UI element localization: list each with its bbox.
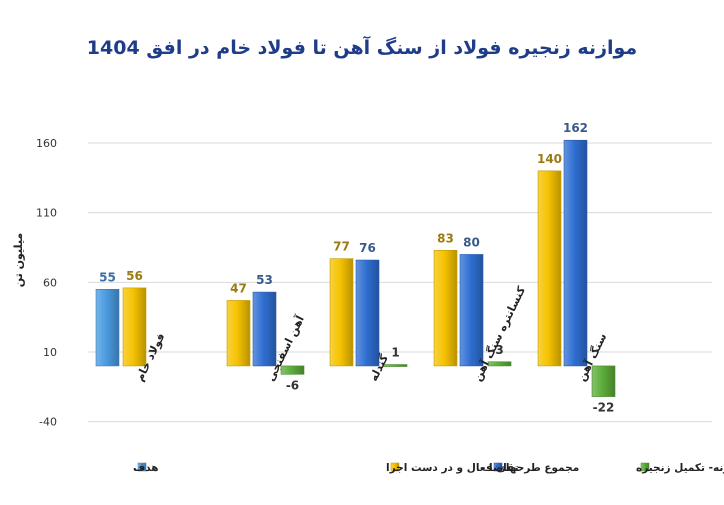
bar: [433, 249, 458, 367]
data-label: 77: [333, 240, 350, 254]
data-label: -6: [286, 378, 299, 392]
y-tick-labels: -40 10 60 110 160: [36, 137, 57, 429]
legend-swatch: [137, 462, 147, 472]
y-tick-label: 60: [43, 276, 57, 289]
bar: [226, 300, 251, 367]
bar: [537, 170, 562, 367]
gridlines: [88, 142, 712, 423]
legend-item: تقاضا: [489, 462, 519, 474]
data-label: 55: [99, 270, 116, 284]
legend-swatch: [640, 462, 650, 472]
bar: [383, 364, 408, 367]
legend-swatch: [390, 462, 400, 472]
y-axis-label: میلیون تن: [12, 233, 25, 287]
bar: [563, 139, 588, 367]
bar: [122, 287, 147, 367]
bars: [95, 139, 616, 397]
y-tick-label: -40: [39, 416, 57, 429]
y-tick-label: 10: [43, 346, 57, 359]
data-label: 83: [437, 231, 454, 245]
legend-label: هدف: [133, 462, 159, 474]
bar: [459, 254, 484, 367]
data-label: 47: [230, 281, 247, 295]
legend-label: موازنه- تکمیل زنجیره: [636, 462, 724, 474]
data-label: 80: [463, 235, 480, 249]
bar: [252, 291, 277, 367]
y-tick-label: 160: [36, 137, 57, 150]
bar: [280, 365, 305, 375]
data-label: -22: [593, 401, 615, 415]
data-label: 140: [537, 152, 562, 166]
chart-title: موازنه زنجیره فولاد از سنگ آهن تا فولاد …: [87, 35, 637, 59]
bar: [329, 258, 354, 367]
data-label: 162: [563, 121, 588, 135]
y-tick-label: 110: [36, 207, 57, 220]
bar: [487, 361, 512, 367]
bar: [355, 259, 380, 367]
data-label: 76: [359, 241, 376, 255]
legend-swatch: [493, 462, 503, 472]
data-label: 53: [256, 273, 273, 287]
legend-item: مجموع طرحهای فعال و در دست اجرا: [386, 462, 579, 474]
data-label: 1: [391, 346, 399, 360]
data-label: 56: [126, 269, 143, 283]
legend-item: موازنه- تکمیل زنجیره: [636, 462, 724, 474]
bar: [95, 288, 120, 367]
legend-item: هدف: [133, 462, 159, 474]
legend-label: تقاضا: [489, 462, 519, 474]
legend-label: مجموع طرحهای فعال و در دست اجرا: [386, 462, 579, 474]
bar: [591, 365, 616, 397]
data-labels: 55 56 47 53 -6 77 76 1 83 80 3 140 162 -22: [99, 121, 614, 414]
data-label: 3: [495, 343, 503, 357]
